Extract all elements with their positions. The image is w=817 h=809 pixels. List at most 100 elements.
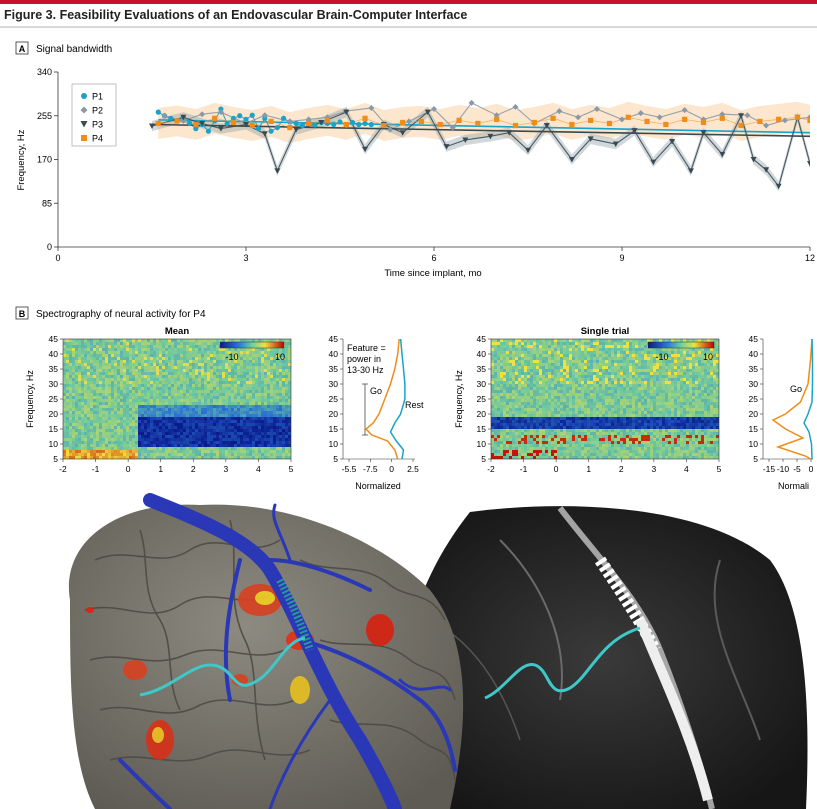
point-p2 [431,106,437,113]
mean-colorbar-max: 10 [275,352,285,362]
single-ytick-label: 35 [477,364,487,374]
profile1-ytick-label: 45 [329,334,339,344]
point-p1 [224,120,230,127]
point-p4 [212,115,218,121]
profile2-xtick-label: -15 [763,464,776,474]
panel-a-ytick-label: 0 [47,242,52,252]
brain-trace [139,636,306,697]
mean-ytick-label: 10 [49,439,59,449]
profile2-ytick-label: 30 [749,379,759,389]
point-p4 [550,115,556,121]
point-p3 [217,126,224,132]
trend-line-p3 [151,123,810,138]
mean-xtick-label: 0 [126,464,131,474]
single-xtick-label: 3 [651,464,656,474]
point-p2 [593,106,600,113]
panel-b-letter-box [15,306,29,320]
legend-label-p3: P3 [92,120,103,130]
point-p3 [199,120,206,127]
point-p1 [230,115,237,121]
point-p1 [274,124,280,131]
point-p1 [249,112,255,118]
point-p2 [719,111,726,118]
point-p3 [587,136,594,142]
profile2-ytick-label: 40 [749,349,759,359]
point-p4 [418,118,425,125]
panel-b-letter: B [19,309,26,319]
point-p1 [281,115,287,121]
single-colorbar-max: 10 [703,352,713,362]
series-line-p4 [158,116,810,129]
panel-a: A Signal bandwidth 0 85 170 255 340 0 3 6 9 12 Fr… [15,41,815,279]
mean-xtick-label: 3 [223,464,228,474]
point-p3 [362,146,369,153]
point-p4 [644,118,650,125]
brain-render [68,493,464,809]
point-p1 [168,115,174,121]
profile-1-xlabel: Normalized [355,481,401,491]
mean-xtick-label: 1 [158,464,163,474]
mean-xtick-label: -2 [59,464,67,474]
single-xtick-label: 2 [619,464,624,474]
point-p3 [719,151,726,158]
point-p1 [368,121,374,128]
mean-colorbar: -10 10 [219,341,285,362]
point-p4 [306,120,312,127]
figure-title: Figure 3. Feasibility Evaluations of an … [4,8,467,22]
legend-marker-p3 [80,121,88,128]
profile-2-go-label: Go [790,384,802,394]
point-p4 [776,116,782,122]
point-p4 [193,121,199,128]
single-ytick-label: 25 [477,394,487,404]
profile2-ytick-label: 45 [749,334,759,344]
profile1-ytick-label: 10 [329,439,339,449]
point-p4 [437,121,443,128]
point-p4 [249,122,255,129]
point-p1 [193,126,199,132]
profile1-rest-curve [389,338,406,460]
panel-a-ytick-label: 170 [37,155,52,165]
point-p4 [719,115,725,121]
point-p4 [807,117,810,123]
panel-a-xtick-label: 3 [243,253,248,263]
profile-1: 5 10 15 20 25 30 35 40 45 -5.5 -7.5 0 2.5 [329,334,420,474]
profile2-rest-curve [803,338,814,460]
profile1-xtick-label: -5.5 [342,464,357,474]
mean-ytick-label: 35 [49,364,59,374]
point-p4 [381,122,387,129]
point-p1 [362,120,368,127]
point-p3 [807,161,810,167]
profile2-ytick-label: 10 [749,439,759,449]
angiogram-image [393,506,808,809]
profile-2: 5 10 15 20 25 30 35 40 45 -15 -10 -5 0 [749,334,814,474]
profile1-ytick-label: 25 [329,394,339,404]
mean-title: Mean [165,326,189,337]
single-ytick-label: 40 [477,349,487,359]
panel-b: B Spectrography of neural activity for P… [15,306,814,491]
point-p3 [274,168,281,174]
profile2-xtick-label: 0 [809,464,814,474]
profile-1-feature-line-1: Feature = [347,343,386,353]
point-p2 [681,107,688,114]
point-p3 [568,157,575,163]
single-xtick-label: 1 [586,464,591,474]
point-p1 [262,115,268,121]
single-xtick-label: 4 [684,464,689,474]
panel-a-letter-box [15,41,29,55]
point-p1 [337,119,343,125]
point-p4 [588,117,594,123]
profile1-go-curve [364,338,400,460]
profile1-ytick-label: 5 [333,454,338,464]
profile1-ytick-label: 20 [329,409,339,419]
profile1-ytick-label: 15 [329,424,339,434]
point-p1 [299,122,305,129]
point-p3 [650,159,657,166]
panel-a-ytick-label: 85 [42,198,52,208]
point-p1 [331,121,337,128]
mean-ytick-label: 25 [49,394,59,404]
point-p1 [293,120,299,127]
legend-label-p1: P1 [92,92,103,102]
profile-1-rest-label: Rest [405,400,424,410]
point-p4 [456,117,462,123]
